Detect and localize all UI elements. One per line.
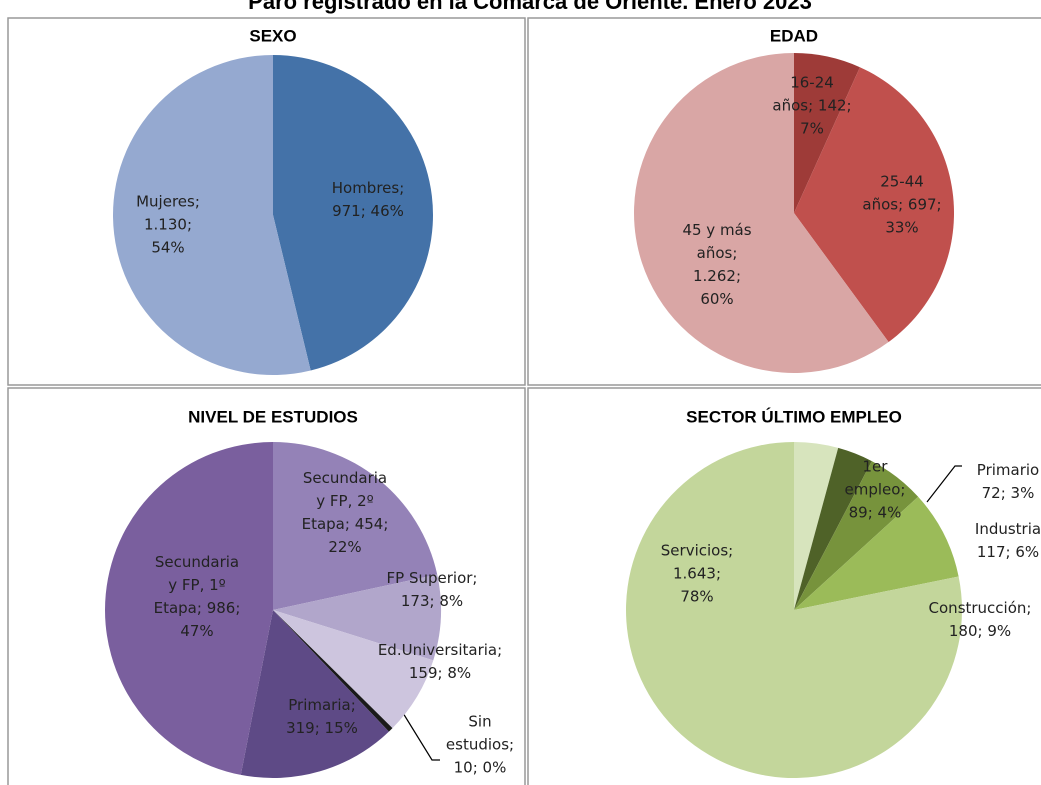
pie-slice bbox=[794, 461, 919, 610]
data-label: años; 697; bbox=[862, 196, 941, 214]
data-label: Etapa; 986; bbox=[154, 599, 241, 617]
pie-slice bbox=[794, 496, 959, 610]
chart-title: SECTOR ÚLTIMO EMPLEO bbox=[686, 407, 902, 426]
data-label: 180; 9% bbox=[949, 622, 1011, 640]
panel-border bbox=[7, 387, 526, 785]
data-label: 971; 46% bbox=[332, 202, 404, 220]
data-label: 319; 15% bbox=[286, 719, 358, 737]
data-label: 1.130; bbox=[144, 216, 192, 234]
chart-title: EDAD bbox=[770, 26, 818, 45]
data-label: Etapa; 454; bbox=[302, 515, 389, 533]
leader-lines bbox=[402, 465, 962, 761]
data-label: 89; 4% bbox=[849, 504, 902, 522]
pie-slice bbox=[273, 574, 441, 661]
pie-slice bbox=[112, 55, 311, 375]
data-label: 25-44 bbox=[880, 173, 924, 191]
pie-slice bbox=[273, 610, 393, 732]
data-label: años; 142; bbox=[772, 97, 851, 115]
data-label: 22% bbox=[328, 538, 361, 556]
pie-slice bbox=[794, 67, 954, 343]
panel-borders bbox=[7, 17, 1041, 785]
data-label: Industria bbox=[975, 520, 1041, 538]
data-label: Secundaria bbox=[155, 553, 239, 571]
data-label: 1.643; bbox=[673, 565, 721, 583]
data-label: 78% bbox=[680, 588, 713, 606]
pie-slice bbox=[794, 442, 839, 610]
pie-slice bbox=[240, 610, 389, 779]
chart-title: NIVEL DE ESTUDIOS bbox=[188, 407, 358, 426]
data-label: Sin bbox=[468, 713, 491, 731]
panel-border bbox=[527, 387, 1041, 785]
data-label: 10; 0% bbox=[454, 759, 507, 777]
data-label: y FP, 2º bbox=[316, 492, 373, 510]
data-label: 16-24 bbox=[790, 74, 834, 92]
data-label: Ed.Universitaria; bbox=[378, 641, 502, 659]
pie-slice bbox=[794, 53, 860, 213]
pie-slice bbox=[104, 442, 273, 775]
data-label: 173; 8% bbox=[401, 592, 463, 610]
data-label: Construcción; bbox=[929, 599, 1032, 617]
data-label: 60% bbox=[700, 290, 733, 308]
data-label: Servicios; bbox=[661, 542, 733, 560]
data-label: 33% bbox=[885, 219, 918, 237]
data-label: y FP, 1º bbox=[168, 576, 225, 594]
data-label: 117; 6% bbox=[977, 543, 1039, 561]
data-label: 54% bbox=[151, 239, 184, 257]
pie-slice bbox=[273, 442, 438, 610]
data-label: Secundaria bbox=[303, 469, 387, 487]
chart-title: SEXO bbox=[249, 26, 296, 45]
data-label: años; bbox=[697, 244, 738, 262]
data-label: 47% bbox=[180, 622, 213, 640]
data-label: 7% bbox=[800, 120, 824, 138]
data-label: Primaria; bbox=[288, 696, 356, 714]
page-title: Paro registrado en la Comarca de Oriente… bbox=[248, 0, 812, 14]
pie-slice bbox=[626, 442, 962, 778]
data-label: 1er bbox=[863, 458, 889, 476]
data-label: Mujeres; bbox=[136, 193, 200, 211]
leader-line bbox=[402, 712, 440, 761]
panel-border bbox=[7, 17, 526, 386]
panel-border bbox=[527, 17, 1041, 386]
pie-slice bbox=[634, 53, 889, 373]
data-label: 72; 3% bbox=[982, 484, 1035, 502]
leader-line bbox=[926, 465, 962, 503]
pie-slice bbox=[273, 610, 434, 729]
pie-slice bbox=[794, 447, 872, 610]
data-label: 1.262; bbox=[693, 267, 741, 285]
data-label: Primario bbox=[977, 461, 1039, 479]
data-label: 45 y más bbox=[682, 221, 751, 239]
data-label: FP Superior; bbox=[387, 569, 478, 587]
pie-slice bbox=[273, 55, 433, 371]
data-label: empleo; bbox=[845, 481, 906, 499]
data-label: Hombres; bbox=[332, 179, 405, 197]
data-label: estudios; bbox=[446, 736, 514, 754]
data-label: 159; 8% bbox=[409, 664, 471, 682]
